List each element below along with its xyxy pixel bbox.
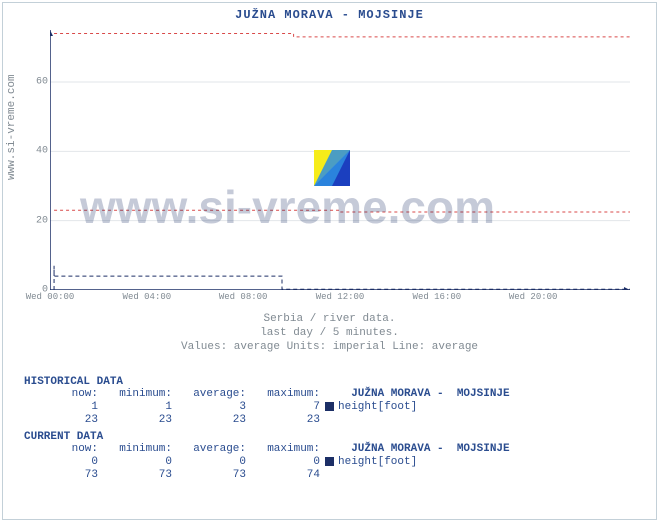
col-minimum: minimum: (98, 443, 172, 456)
page-root: JUŽNA MORAVA - MOJSINJE www.si-vreme.com… (0, 0, 659, 522)
x-tick-label: Wed 08:00 (219, 292, 268, 302)
historical-series-label: height[foot] (338, 401, 417, 413)
data-tables: HISTORICAL DATA now:minimum:average:maxi… (24, 372, 635, 482)
current-series-label: height[foot] (338, 456, 417, 468)
chart-subtitle: Serbia / river data. last day / 5 minute… (0, 312, 659, 354)
x-tick-labels: Wed 00:00Wed 04:00Wed 08:00Wed 12:00Wed … (50, 292, 630, 306)
col-average: average: (172, 443, 246, 456)
historical-header-row: now:minimum:average:maximum: JUŽNA MORAV… (24, 388, 635, 401)
col-average: average: (172, 388, 246, 401)
x-tick-label: Wed 16:00 (413, 292, 462, 302)
col-now: now: (24, 388, 98, 401)
historical-row2: 23232323 (24, 414, 635, 427)
current-station: JUŽNA MORAVA - MOJSINJE (351, 443, 509, 455)
x-tick-label: Wed 00:00 (26, 292, 75, 302)
current-row1: 0000height[foot] (24, 456, 635, 469)
y-tick-label: 40 (36, 146, 48, 157)
col-maximum: maximum: (246, 443, 320, 456)
current-swatch (325, 457, 334, 466)
col-now: now: (24, 443, 98, 456)
footer-line1: Serbia / river data. (0, 312, 659, 326)
x-tick-label: Wed 12:00 (316, 292, 365, 302)
col-minimum: minimum: (98, 388, 172, 401)
y-tick-label: 20 (36, 215, 48, 226)
y-axis-label: www.si-vreme.com (6, 74, 18, 180)
chart-title: JUŽNA MORAVA - MOJSINJE (0, 8, 659, 22)
x-tick-label: Wed 20:00 (509, 292, 558, 302)
x-tick-label: Wed 04:00 (123, 292, 172, 302)
y-tick-labels: 0204060 (32, 30, 48, 290)
footer-line2: last day / 5 minutes. (0, 326, 659, 340)
chart-plot (50, 30, 630, 290)
col-maximum: maximum: (246, 388, 320, 401)
current-row2: 73737374 (24, 469, 635, 482)
y-tick-label: 60 (36, 77, 48, 88)
footer-line3: Values: average Units: imperial Line: av… (0, 340, 659, 354)
historical-row1: 1137height[foot] (24, 401, 635, 414)
historical-station: JUŽNA MORAVA - MOJSINJE (351, 388, 509, 400)
current-title: CURRENT DATA (24, 431, 635, 443)
historical-title: HISTORICAL DATA (24, 376, 635, 388)
historical-swatch (325, 402, 334, 411)
current-header-row: now:minimum:average:maximum: JUŽNA MORAV… (24, 443, 635, 456)
chart-svg (50, 30, 630, 290)
